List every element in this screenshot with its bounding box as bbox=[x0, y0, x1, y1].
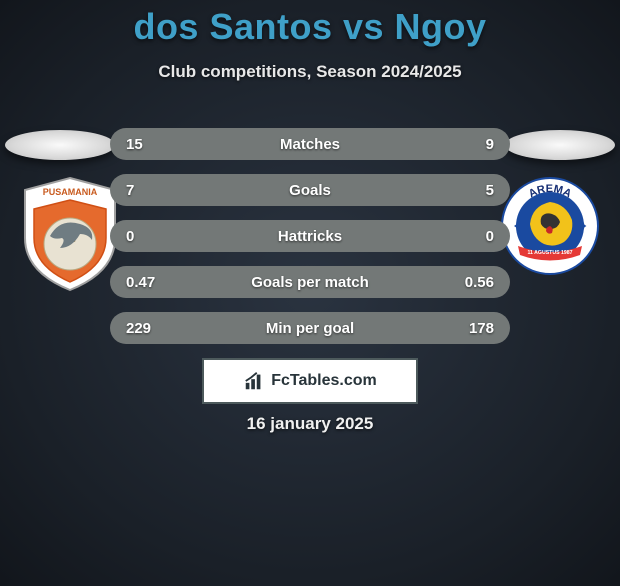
stat-row-goals: 7 Goals 5 bbox=[110, 174, 510, 206]
player-right-disc bbox=[505, 130, 615, 160]
stat-row-gpm: 0.47 Goals per match 0.56 bbox=[110, 266, 510, 298]
stat-left-value: 229 bbox=[126, 320, 170, 337]
stat-right-value: 9 bbox=[450, 136, 494, 153]
stat-right-value: 0.56 bbox=[450, 274, 494, 291]
stat-left-value: 0 bbox=[126, 228, 170, 245]
stat-left-value: 15 bbox=[126, 136, 170, 153]
stat-left-value: 0.47 bbox=[126, 274, 170, 291]
stat-right-value: 178 bbox=[450, 320, 494, 337]
stat-right-value: 5 bbox=[450, 182, 494, 199]
source-label: FcTables.com bbox=[271, 372, 377, 390]
stat-row-matches: 15 Matches 9 bbox=[110, 128, 510, 160]
crest-ribbon-text: 11 AGUSTUS 1987 bbox=[527, 250, 572, 256]
page-title: dos Santos vs Ngoy bbox=[0, 6, 620, 48]
stats-table: 15 Matches 9 7 Goals 5 0 Hattricks 0 0.4… bbox=[110, 128, 510, 358]
chart-icon bbox=[243, 370, 265, 392]
stat-row-hattricks: 0 Hattricks 0 bbox=[110, 220, 510, 252]
stat-row-mpg: 229 Min per goal 178 bbox=[110, 312, 510, 344]
badge-left-toptext: PUSAMANIA bbox=[43, 187, 98, 197]
source-attribution[interactable]: FcTables.com bbox=[202, 358, 418, 404]
subtitle: Club competitions, Season 2024/2025 bbox=[0, 62, 620, 82]
player-left-disc bbox=[5, 130, 115, 160]
date-text: 16 january 2025 bbox=[0, 414, 620, 434]
club-badge-right: AREMA 11 AGUSTUS 1987 bbox=[500, 176, 600, 276]
stat-right-value: 0 bbox=[450, 228, 494, 245]
club-badge-left: PUSAMANIA bbox=[20, 176, 120, 276]
stat-left-value: 7 bbox=[126, 182, 170, 199]
